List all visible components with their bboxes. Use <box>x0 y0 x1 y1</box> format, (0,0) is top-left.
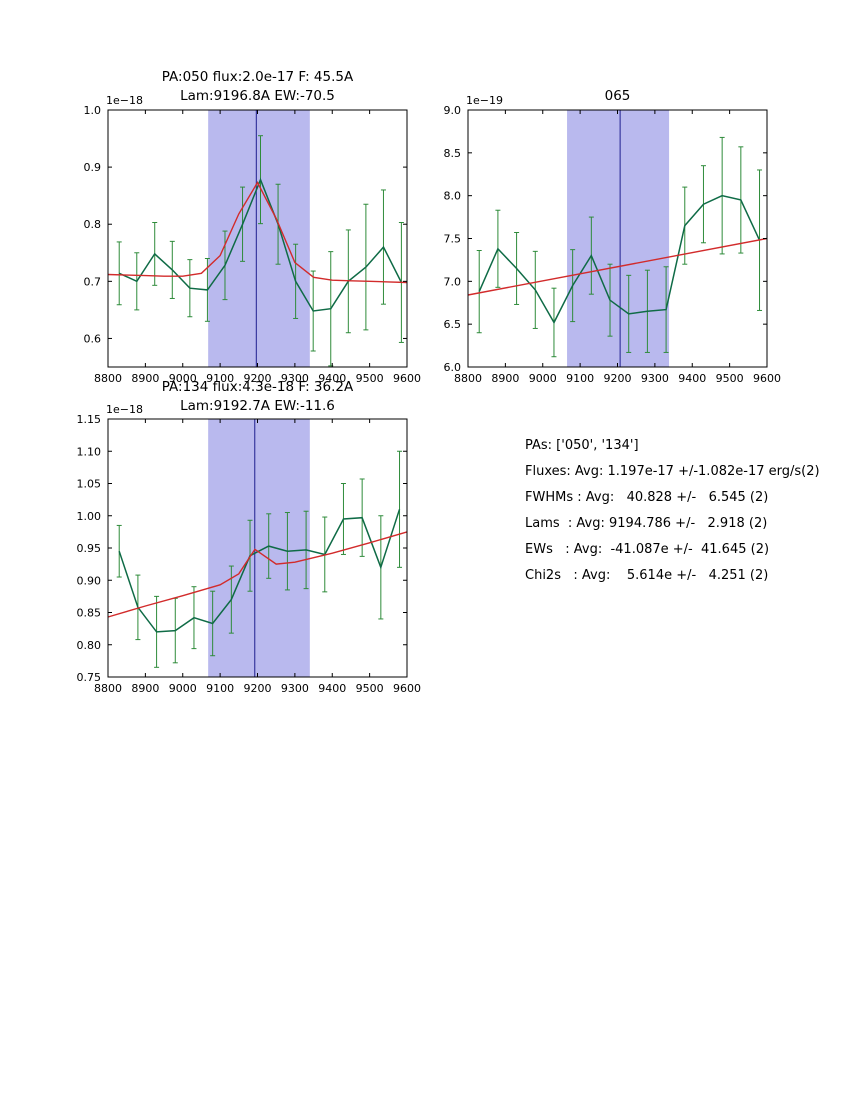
chart-pa050-title-line1: PA:050 flux:2.0e-17 F: 45.5A <box>161 69 354 85</box>
chart-pa050-title-line2: Lam:9196.8A EW:-70.5 <box>180 88 335 104</box>
svg-text:6.0: 6.0 <box>444 361 462 374</box>
svg-text:1.05: 1.05 <box>77 478 102 491</box>
svg-text:9000: 9000 <box>169 682 197 695</box>
svg-text:0.80: 0.80 <box>77 639 102 652</box>
svg-text:8900: 8900 <box>131 682 159 695</box>
svg-text:1.00: 1.00 <box>77 510 102 523</box>
chart-065-offset-label: 1e−19 <box>466 94 503 107</box>
svg-text:8900: 8900 <box>131 372 159 385</box>
svg-text:9600: 9600 <box>753 372 781 385</box>
chart-pa134-offset-label: 1e−18 <box>106 403 143 416</box>
svg-text:9300: 9300 <box>281 682 309 695</box>
svg-text:1.15: 1.15 <box>77 413 102 426</box>
svg-text:9600: 9600 <box>393 682 421 695</box>
chart-pa134-title: PA:134 flux:4.3e-18 F: 36.2A Lam:9192.7A… <box>108 378 407 416</box>
svg-text:9200: 9200 <box>244 682 272 695</box>
svg-text:9500: 9500 <box>716 372 744 385</box>
svg-text:8.0: 8.0 <box>444 190 462 203</box>
summary-line: Lams : Avg: 9194.786 +/- 2.918 (2) <box>525 516 768 531</box>
svg-text:0.95: 0.95 <box>77 542 102 555</box>
svg-text:9300: 9300 <box>641 372 669 385</box>
svg-text:9400: 9400 <box>678 372 706 385</box>
svg-text:6.5: 6.5 <box>444 318 462 331</box>
svg-text:9600: 9600 <box>393 372 421 385</box>
svg-text:8800: 8800 <box>454 372 482 385</box>
summary-line: PAs: ['050', '134'] <box>525 438 639 453</box>
chart-pa134-title-line1: PA:134 flux:4.3e-18 F: 36.2A <box>161 379 354 395</box>
svg-text:0.8: 0.8 <box>84 218 102 231</box>
summary-block: PAs: ['050', '134'] Fluxes: Avg: 1.197e-1… <box>525 433 820 589</box>
svg-text:9200: 9200 <box>604 372 632 385</box>
svg-text:9300: 9300 <box>281 372 309 385</box>
svg-text:9000: 9000 <box>169 372 197 385</box>
svg-text:9000: 9000 <box>529 372 557 385</box>
chart-pa050-title: PA:050 flux:2.0e-17 F: 45.5A Lam:9196.8A… <box>108 68 407 106</box>
chart-pa050-offset-label: 1e−18 <box>106 94 143 107</box>
svg-text:8800: 8800 <box>94 372 122 385</box>
svg-text:7.0: 7.0 <box>444 275 462 288</box>
chart-pa134-title-line2: Lam:9192.7A EW:-11.6 <box>180 398 335 414</box>
summary-line: EWs : Avg: -41.087e +/- 41.645 (2) <box>525 542 770 557</box>
svg-text:9500: 9500 <box>356 372 384 385</box>
svg-text:9200: 9200 <box>244 372 272 385</box>
svg-text:0.75: 0.75 <box>77 671 102 684</box>
svg-text:1.10: 1.10 <box>77 445 102 458</box>
svg-text:7.5: 7.5 <box>444 233 462 246</box>
chart-065-title-line1: 065 <box>604 88 631 104</box>
svg-text:9400: 9400 <box>318 372 346 385</box>
svg-text:9100: 9100 <box>206 682 234 695</box>
svg-text:9500: 9500 <box>356 682 384 695</box>
summary-line: Chi2s : Avg: 5.614e +/- 4.251 (2) <box>525 568 769 583</box>
svg-text:8800: 8800 <box>94 682 122 695</box>
chart-065-title: 065 <box>468 87 767 106</box>
svg-text:0.7: 0.7 <box>84 275 102 288</box>
svg-text:1.0: 1.0 <box>84 104 102 117</box>
svg-text:0.6: 0.6 <box>84 332 102 345</box>
svg-text:8900: 8900 <box>491 372 519 385</box>
svg-text:9100: 9100 <box>206 372 234 385</box>
svg-text:9100: 9100 <box>566 372 594 385</box>
summary-line: FWHMs : Avg: 40.828 +/- 6.545 (2) <box>525 490 769 505</box>
svg-text:0.85: 0.85 <box>77 607 102 620</box>
svg-text:9.0: 9.0 <box>444 104 462 117</box>
summary-line: Fluxes: Avg: 1.197e-17 +/-1.082e-17 erg/… <box>525 464 820 479</box>
svg-text:9400: 9400 <box>318 682 346 695</box>
svg-text:8.5: 8.5 <box>444 147 462 160</box>
svg-text:0.9: 0.9 <box>84 161 102 174</box>
svg-text:0.90: 0.90 <box>77 574 102 587</box>
